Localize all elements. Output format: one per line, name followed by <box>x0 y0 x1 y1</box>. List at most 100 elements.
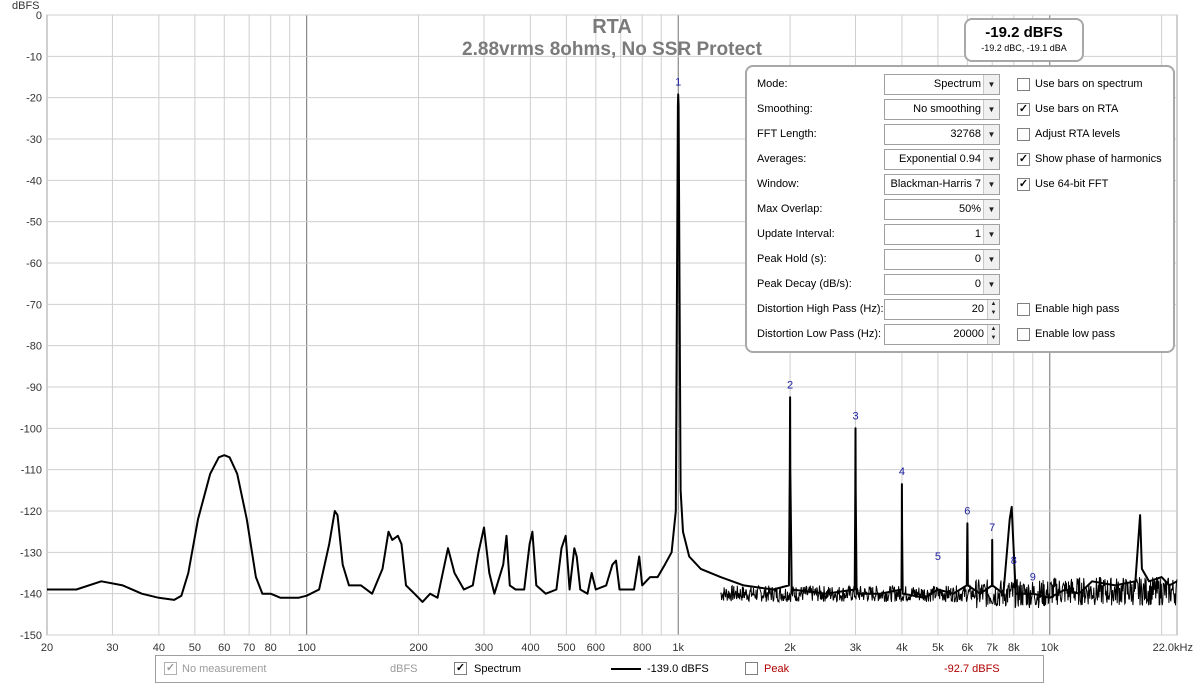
setting-row: Peak Hold (s): 0 ▼ <box>757 249 1007 270</box>
x-tick-label: 20 <box>41 642 53 654</box>
checkbox-label: Use bars on RTA <box>1035 103 1119 115</box>
spectrum-checkbox[interactable]: ✓ <box>454 662 467 675</box>
setting-label: Smoothing: <box>757 103 813 115</box>
setting-dropdown[interactable]: Spectrum ▼ <box>884 74 1000 95</box>
harmonic-label: 5 <box>935 551 941 563</box>
setting-dropdown[interactable]: 1 ▼ <box>884 224 1000 245</box>
setting-dropdown[interactable]: 32768 ▼ <box>884 124 1000 145</box>
setting-value: 0 <box>974 253 981 265</box>
x-tick-label: 30 <box>106 642 118 654</box>
setting-label: Distortion Low Pass (Hz): <box>757 328 882 340</box>
setting-spinner[interactable]: 20000 ▲ ▼ <box>884 324 1000 345</box>
checkbox[interactable] <box>1017 78 1030 91</box>
setting-label: Peak Hold (s): <box>757 253 827 265</box>
setting-checkbox-item[interactable]: ✓ Use bars on RTA <box>1017 100 1177 118</box>
harmonic-label: 1 <box>675 76 681 88</box>
x-tick-label: 600 <box>587 642 605 654</box>
x-tick-label: 4k <box>896 642 908 654</box>
checkbox-label: Use 64-bit FFT <box>1035 178 1109 190</box>
setting-label: Mode: <box>757 78 788 90</box>
y-tick-label: -70 <box>26 299 42 311</box>
setting-checkbox-item[interactable]: Enable low pass <box>1017 325 1177 343</box>
y-tick-label: -130 <box>20 547 42 559</box>
x-tick-label: 2k <box>784 642 796 654</box>
x-tick-label: 5k <box>932 642 944 654</box>
y-tick-label: -100 <box>20 423 42 435</box>
checkbox[interactable]: ✓ <box>1017 153 1030 166</box>
x-tick-label: 300 <box>475 642 493 654</box>
checkbox[interactable]: ✓ <box>1017 178 1030 191</box>
setting-label: Window: <box>757 178 800 190</box>
setting-checkbox-item[interactable]: ✓ Use 64-bit FFT <box>1017 175 1177 193</box>
chevron-down-icon[interactable]: ▼ <box>983 100 999 119</box>
setting-label: Max Overlap: <box>757 203 823 215</box>
spin-up-icon[interactable]: ▲ <box>990 301 997 307</box>
setting-row: Averages: Exponential 0.94 ▼ <box>757 149 1007 170</box>
chevron-down-icon[interactable]: ▼ <box>983 200 999 219</box>
no-measurement-checkbox[interactable]: ✓ <box>164 662 177 675</box>
setting-checkbox-item[interactable]: Adjust RTA levels <box>1017 125 1177 143</box>
chevron-down-icon[interactable]: ▼ <box>983 75 999 94</box>
chevron-down-icon[interactable]: ▼ <box>983 175 999 194</box>
chevron-down-icon[interactable]: ▼ <box>983 250 999 269</box>
setting-dropdown[interactable]: Exponential 0.94 ▼ <box>884 149 1000 170</box>
chevron-down-icon[interactable]: ▼ <box>983 125 999 144</box>
spin-down-icon[interactable]: ▼ <box>990 335 997 341</box>
spinner-arrows[interactable]: ▲ ▼ <box>987 325 999 344</box>
checkbox[interactable]: ✓ <box>1017 103 1030 116</box>
peak-checkbox[interactable] <box>745 662 758 675</box>
level-readout: -19.2 dBFS -19.2 dBC, -19.1 dBA <box>964 18 1084 62</box>
setting-dropdown[interactable]: Blackman-Harris 7 ▼ <box>884 174 1000 195</box>
setting-value: Exponential 0.94 <box>899 153 981 165</box>
y-tick-label: -60 <box>26 258 42 270</box>
chevron-down-icon[interactable]: ▼ <box>983 275 999 294</box>
harmonic-label: 9 <box>1030 572 1036 584</box>
setting-label: Averages: <box>757 153 807 165</box>
x-tick-label: 500 <box>557 642 575 654</box>
chevron-down-icon[interactable]: ▼ <box>983 225 999 244</box>
checkbox[interactable] <box>1017 128 1030 141</box>
checkbox-label: Enable high pass <box>1035 303 1120 315</box>
y-tick-label: -110 <box>21 465 42 477</box>
spin-down-icon[interactable]: ▼ <box>990 310 997 316</box>
x-tick-label: 7k <box>986 642 998 654</box>
y-tick-label: -150 <box>20 630 42 642</box>
level-weighted-values: -19.2 dBC, -19.1 dBA <box>981 43 1067 53</box>
setting-dropdown[interactable]: No smoothing ▼ <box>884 99 1000 120</box>
setting-row: Peak Decay (dB/s): 0 ▼ <box>757 274 1007 295</box>
checkbox[interactable] <box>1017 328 1030 341</box>
x-tick-label: 80 <box>265 642 277 654</box>
y-tick-label: -90 <box>26 382 42 394</box>
chart-subtitle: 2.88vrms 8ohms, No SSR Protect <box>462 39 763 60</box>
x-tick-label: 800 <box>633 642 651 654</box>
x-tick-label: 3k <box>850 642 862 654</box>
setting-spinner[interactable]: 20 ▲ ▼ <box>884 299 1000 320</box>
setting-dropdown[interactable]: 0 ▼ <box>884 274 1000 295</box>
spinner-arrows[interactable]: ▲ ▼ <box>987 300 999 319</box>
setting-value: 20000 <box>953 328 984 340</box>
harmonic-label: 2 <box>787 379 793 391</box>
harmonic-labels: 1 2 3 4 5 6 7 8 9 <box>675 76 1036 583</box>
checkbox-label: Enable low pass <box>1035 328 1116 340</box>
setting-checkbox-item[interactable]: Enable high pass <box>1017 300 1177 318</box>
setting-checkbox-item[interactable]: Use bars on spectrum <box>1017 75 1177 93</box>
checkbox[interactable] <box>1017 303 1030 316</box>
x-tick-label: 22.0kHz <box>1153 642 1193 654</box>
setting-row: Smoothing: No smoothing ▼ <box>757 99 1007 120</box>
checkbox-label: Show phase of harmonics <box>1035 153 1162 165</box>
y-axis-label: dBFS <box>12 0 40 12</box>
setting-dropdown[interactable]: 0 ▼ <box>884 249 1000 270</box>
chevron-down-icon[interactable]: ▼ <box>983 150 999 169</box>
setting-dropdown[interactable]: 50% ▼ <box>884 199 1000 220</box>
setting-row: Mode: Spectrum ▼ <box>757 74 1007 95</box>
checkbox-label: Use bars on spectrum <box>1035 78 1143 90</box>
legend-bar: ✓ No measurement dBFS ✓ Spectrum -139.0 … <box>155 655 1044 683</box>
setting-checkbox-item[interactable]: ✓ Show phase of harmonics <box>1017 150 1177 168</box>
setting-label: Distortion High Pass (Hz): <box>757 303 884 315</box>
spin-up-icon[interactable]: ▲ <box>990 326 997 332</box>
y-tick-label: -10 <box>26 51 42 63</box>
x-tick-label: 8k <box>1008 642 1020 654</box>
harmonic-label: 3 <box>852 410 858 422</box>
setting-label: Peak Decay (dB/s): <box>757 278 852 290</box>
harmonic-label: 6 <box>964 505 970 517</box>
